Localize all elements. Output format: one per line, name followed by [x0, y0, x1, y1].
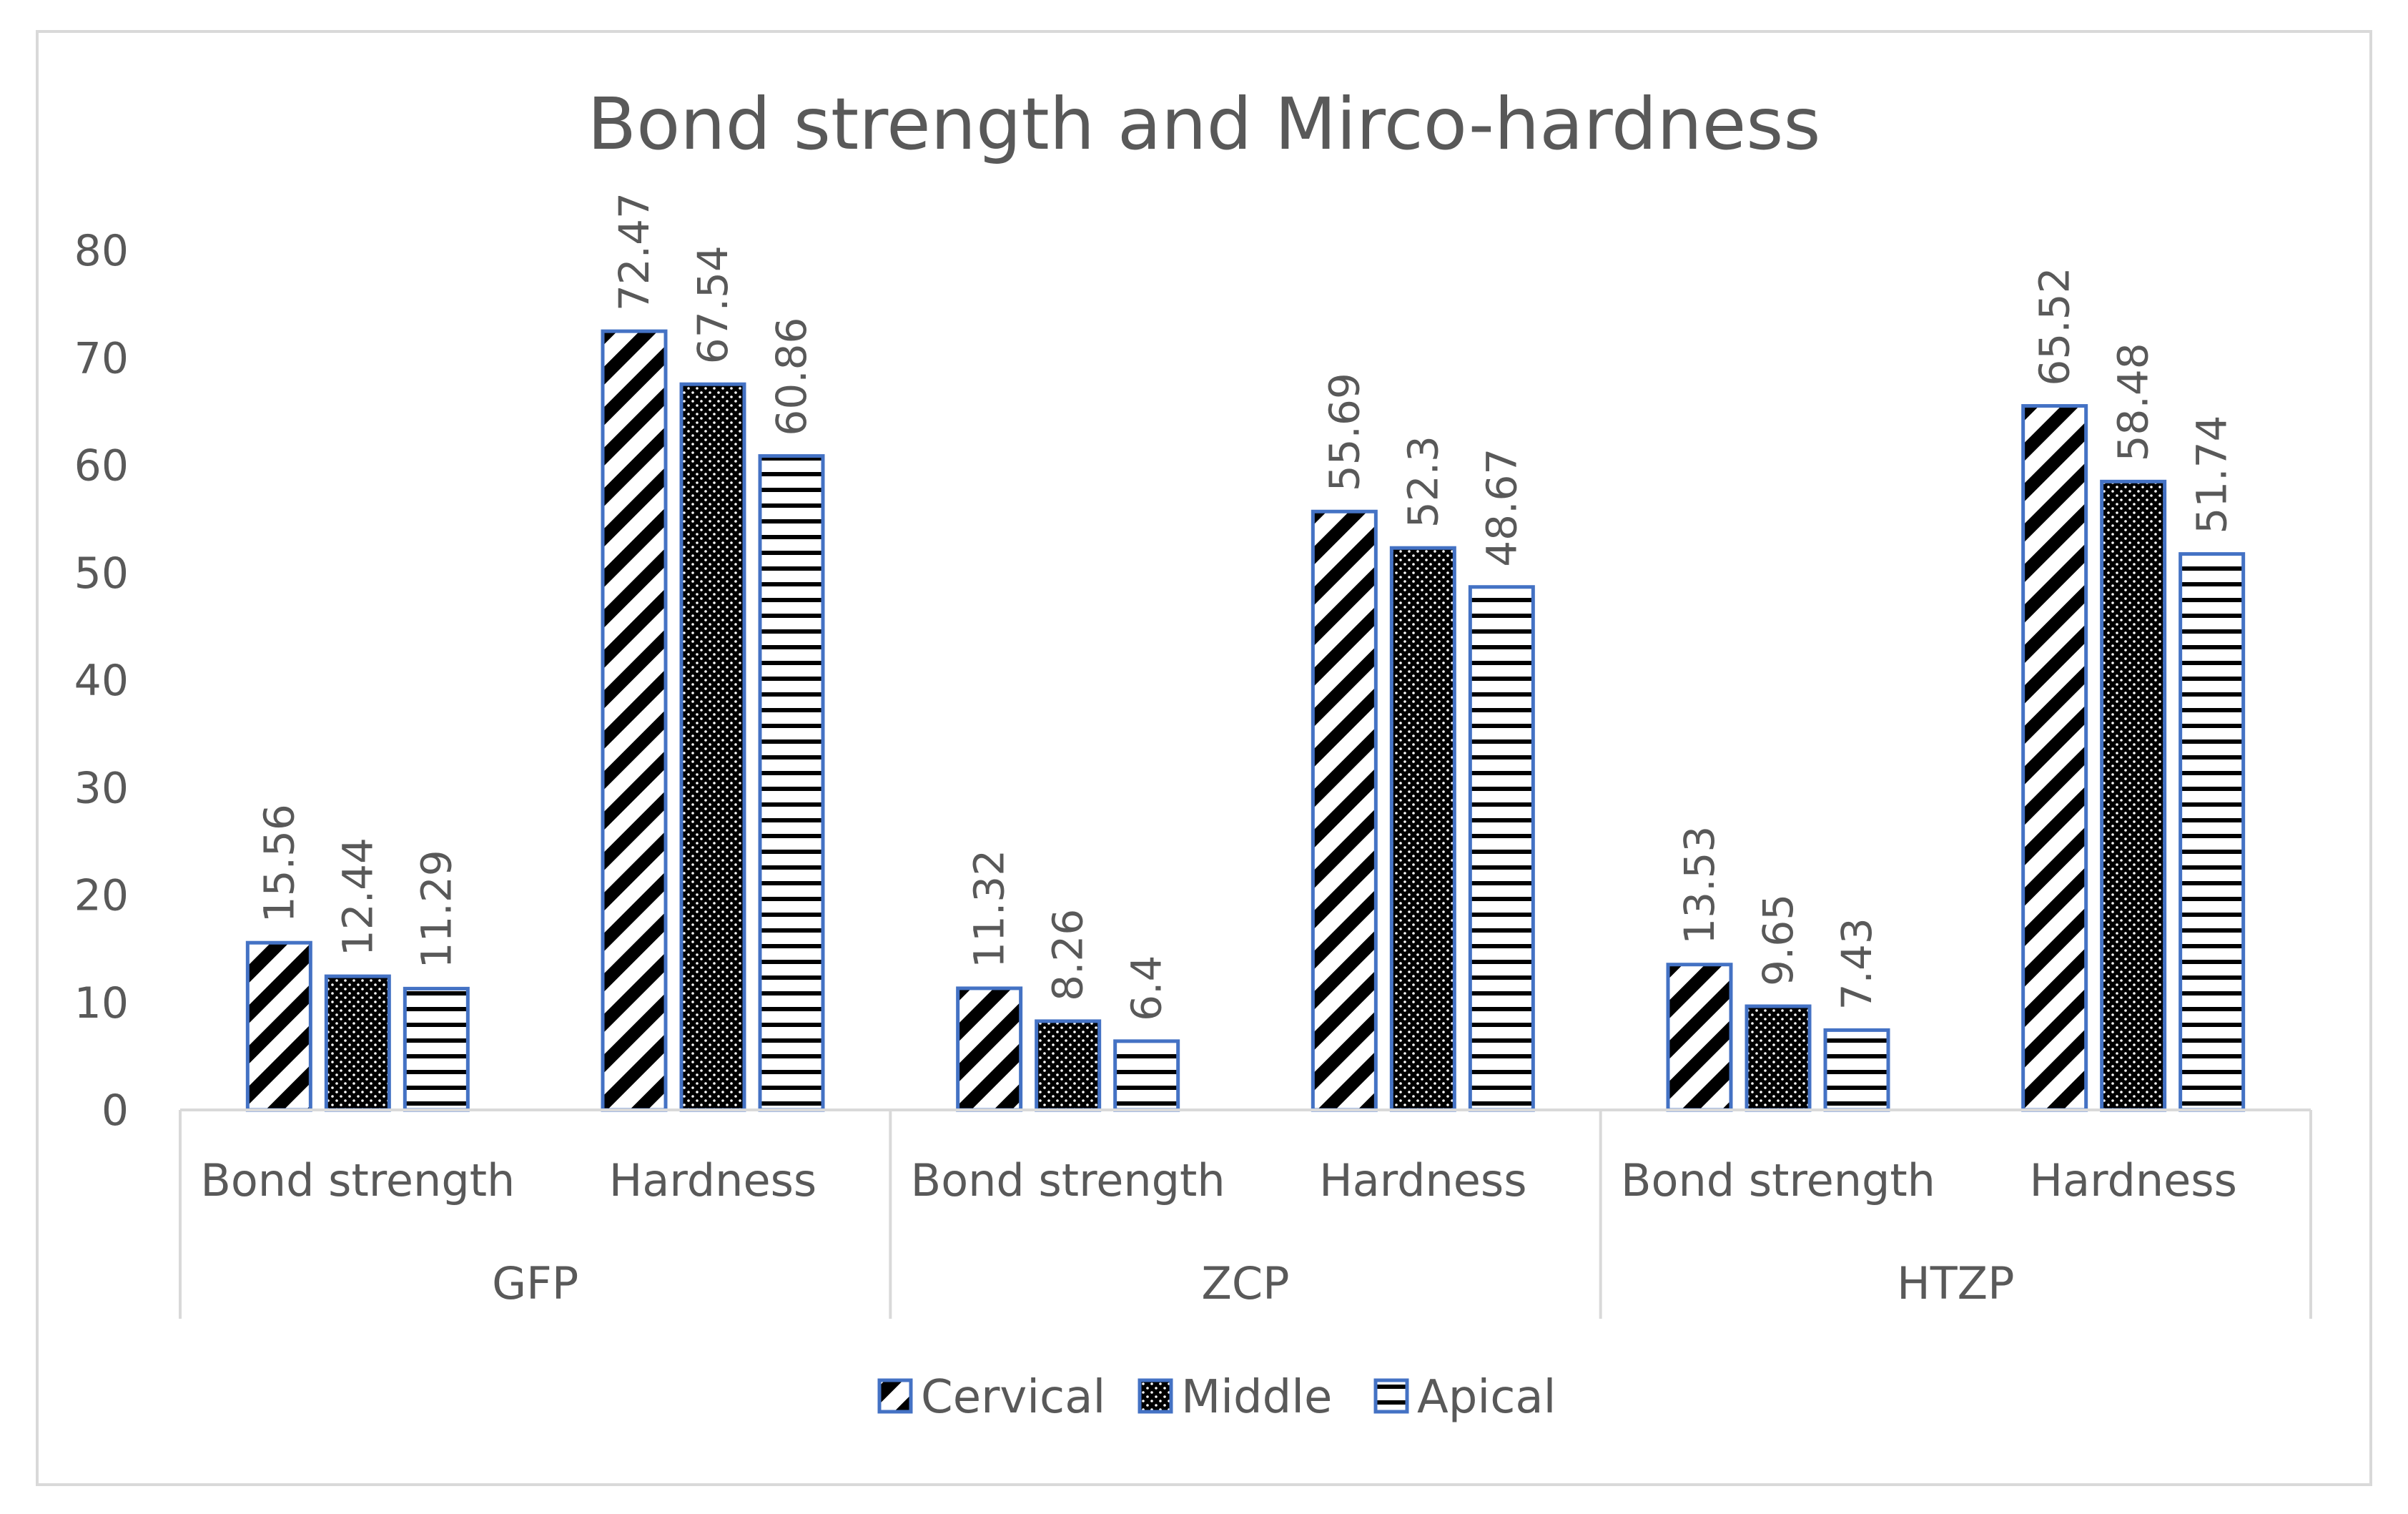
- data-label: 6.4: [1122, 955, 1171, 1021]
- legend-label: Middle: [1181, 1371, 1332, 1424]
- bar-apical: [2178, 552, 2246, 1112]
- data-label: 67.54: [689, 245, 737, 364]
- bar-middle: [324, 974, 391, 1112]
- legend: Cervical Middle Apical: [877, 1371, 1556, 1424]
- category-label: Bond strength: [200, 1154, 515, 1206]
- y-tick-label: 50: [74, 549, 129, 599]
- data-label: 9.65: [1754, 894, 1802, 986]
- y-tick-label: 70: [74, 333, 129, 383]
- chart-title: Bond strength and Mirco-hardness: [588, 82, 1821, 166]
- bar-middle: [1035, 1019, 1102, 1112]
- bar-cervical: [956, 986, 1023, 1112]
- data-label: 48.67: [1477, 448, 1526, 567]
- group-label: HTZP: [1897, 1257, 2014, 1309]
- y-tick-label: 10: [74, 978, 129, 1028]
- bar-cervical: [1666, 963, 1733, 1112]
- y-axis: 0 10 20 30 40 50 60 70 80: [74, 226, 129, 1136]
- bar-apical: [403, 986, 470, 1112]
- bar-apical: [1468, 585, 1535, 1112]
- category-label: Hardness: [1319, 1154, 1526, 1206]
- legend-swatch-cervical: [877, 1378, 913, 1414]
- data-label: 15.56: [255, 804, 303, 923]
- data-label: 51.74: [2188, 416, 2236, 534]
- data-label: 60.86: [767, 318, 816, 436]
- group-label: ZCP: [1201, 1257, 1289, 1309]
- bar-middle: [2100, 479, 2167, 1112]
- category-label: Bond strength: [1621, 1154, 1935, 1206]
- bar-middle: [679, 382, 746, 1112]
- y-tick-label: 40: [74, 656, 129, 706]
- bar-apical: [758, 454, 825, 1112]
- data-label: 7.43: [1832, 918, 1881, 1010]
- data-label: 11.32: [965, 850, 1014, 968]
- legend-swatch-middle: [1138, 1378, 1173, 1414]
- data-label: 52.3: [1398, 436, 1447, 528]
- y-tick-label: 30: [74, 763, 129, 813]
- data-label: 58.48: [2109, 343, 2158, 461]
- data-label: 12.44: [333, 837, 382, 956]
- category-label: Hardness: [2029, 1154, 2236, 1206]
- chart-border: [36, 30, 2372, 1486]
- legend-swatch-apical: [1373, 1378, 1409, 1414]
- data-label: 11.29: [412, 850, 460, 968]
- bar-middle: [1745, 1004, 1812, 1112]
- bar-middle: [1389, 546, 1456, 1112]
- value-labels: 15.56 72.47 11.32 55.69 13.53 65.52 12.44 67.54…: [255, 192, 2236, 1021]
- legend-label: Apical: [1417, 1371, 1556, 1424]
- data-label: 8.26: [1044, 909, 1092, 1001]
- data-label: 13.53: [1675, 826, 1724, 945]
- category-label: Bond strength: [911, 1154, 1225, 1206]
- data-label: 55.69: [1320, 373, 1368, 491]
- bar-cervical: [601, 329, 668, 1112]
- bar-cervical: [2021, 404, 2088, 1112]
- bar-apical: [1823, 1028, 1890, 1112]
- x-axis: Bond strength Hardness GFP Bond strength Har…: [179, 1109, 2312, 1319]
- y-tick-label: 60: [74, 441, 129, 491]
- data-label: 65.52: [2030, 267, 2079, 386]
- y-tick-label: 80: [74, 226, 129, 276]
- data-label: 72.47: [610, 192, 658, 311]
- bars: [245, 329, 2246, 1112]
- group-label: GFP: [492, 1257, 578, 1309]
- bar-cervical: [245, 940, 312, 1112]
- y-tick-label: 20: [74, 871, 129, 921]
- bar-apical: [1113, 1039, 1180, 1112]
- bar-cervical: [1311, 509, 1378, 1112]
- legend-label: Cervical: [921, 1371, 1105, 1424]
- y-tick-label: 0: [102, 1086, 129, 1136]
- category-label: Hardness: [609, 1154, 816, 1206]
